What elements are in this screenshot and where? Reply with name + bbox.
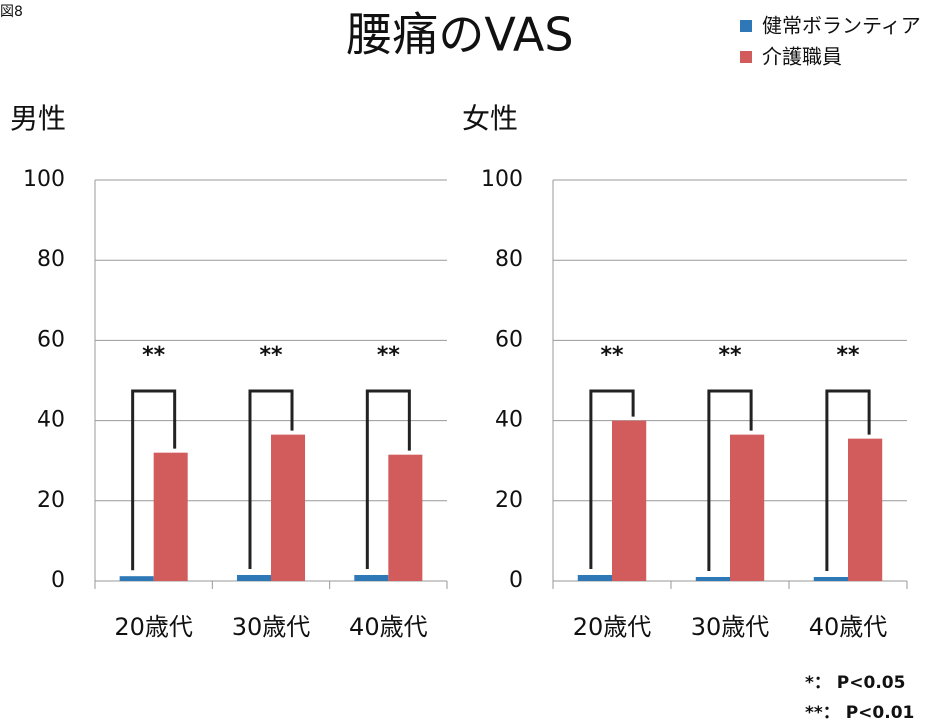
x-tick-label: 30歳代 [691, 613, 770, 641]
significance-bracket [707, 389, 753, 571]
bar [153, 452, 188, 581]
y-tick-label: 60 [37, 327, 65, 352]
y-tick-label: 0 [509, 568, 523, 593]
y-tick-label: 20 [495, 488, 523, 513]
significance-label: ** [718, 343, 742, 368]
significance-bracket [825, 389, 871, 571]
significance-label: ** [377, 343, 401, 368]
legend-label: 介護職員 [762, 45, 842, 69]
significance-bracket [365, 389, 411, 569]
x-tick-label: 40歳代 [809, 613, 888, 641]
bar [236, 574, 271, 581]
y-tick-label: 80 [37, 247, 65, 272]
significance-bracket [131, 389, 177, 571]
bar [354, 574, 389, 581]
x-tick-label: 40歳代 [349, 613, 428, 641]
y-tick-label: 0 [51, 568, 65, 593]
bar [388, 454, 423, 581]
bar [119, 576, 154, 581]
significance-label: ** [259, 343, 283, 368]
y-tick-label: 20 [37, 488, 65, 513]
figure-label: 図8 [0, 4, 23, 20]
y-tick-label: 100 [481, 167, 523, 192]
x-tick-label: 30歳代 [232, 613, 311, 641]
y-tick-label: 80 [495, 247, 523, 272]
bar [695, 576, 730, 581]
bar [577, 574, 612, 581]
x-tick-label: 20歳代 [114, 613, 193, 641]
significance-bracket [248, 389, 294, 569]
significance-bracket [589, 389, 635, 569]
y-tick-label: 100 [23, 167, 65, 192]
significance-label: ** [142, 343, 166, 368]
panel-title: 女性 [462, 102, 518, 135]
y-tick-label: 40 [495, 408, 523, 433]
legend-swatch [740, 51, 752, 63]
chart-title: 腰痛のVAS [346, 8, 573, 62]
bar [813, 576, 848, 581]
legend-label: 健常ボランティア [762, 14, 921, 38]
bar [730, 434, 765, 581]
panel-title: 男性 [10, 102, 66, 135]
footnote: *： P<0.05 [805, 673, 905, 693]
y-tick-label: 40 [37, 408, 65, 433]
significance-label: ** [836, 343, 860, 368]
significance-label: ** [600, 343, 624, 368]
x-tick-label: 20歳代 [573, 613, 652, 641]
footnote: **： P<0.01 [805, 703, 914, 723]
bar [848, 438, 883, 581]
legend-swatch [740, 20, 752, 32]
y-tick-label: 60 [495, 327, 523, 352]
bar [612, 420, 647, 581]
bar [271, 434, 306, 581]
